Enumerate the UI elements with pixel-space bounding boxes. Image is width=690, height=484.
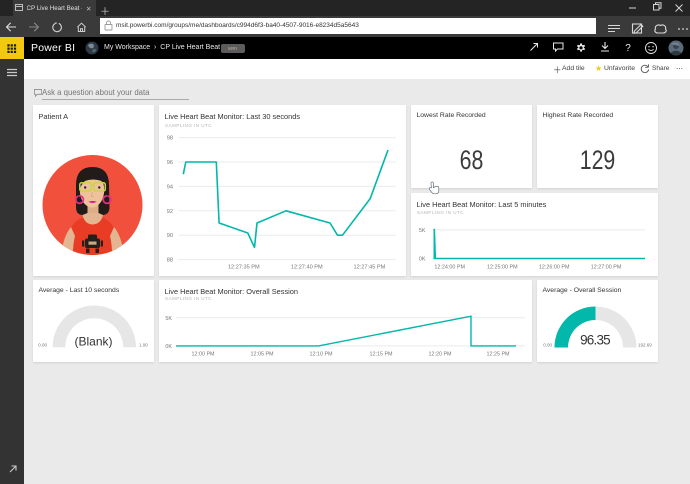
svg-text:12:15 PM: 12:15 PM: [369, 351, 393, 357]
svg-text:96: 96: [167, 160, 173, 166]
svg-text:?: ?: [625, 43, 631, 54]
svg-text:92: 92: [167, 209, 173, 215]
svg-text:12:25:00 PM: 12:25:00 PM: [487, 264, 518, 270]
svg-text:5K: 5K: [165, 316, 172, 322]
svg-text:12:05 PM: 12:05 PM: [250, 351, 274, 357]
svg-text:12:27:00 PM: 12:27:00 PM: [591, 264, 622, 270]
svg-text:12:10 PM: 12:10 PM: [309, 351, 333, 357]
svg-text:96.35: 96.35: [580, 332, 610, 347]
svg-text:94: 94: [167, 184, 173, 190]
svg-text:0.00: 0.00: [543, 343, 552, 348]
svg-text:0K: 0K: [419, 257, 426, 263]
svg-text:98: 98: [167, 136, 173, 142]
svg-text:0K: 0K: [165, 344, 172, 350]
svg-text:12:26:00 PM: 12:26:00 PM: [539, 264, 570, 270]
svg-text:1.00: 1.00: [139, 343, 148, 348]
svg-text:90: 90: [167, 233, 173, 239]
svg-text:12:24:00 PM: 12:24:00 PM: [434, 264, 465, 270]
svg-text:12:27:35 PM: 12:27:35 PM: [228, 265, 260, 271]
svg-text:12:27:40 PM: 12:27:40 PM: [291, 265, 323, 271]
svg-text:12:25 PM: 12:25 PM: [486, 351, 510, 357]
svg-text:12:20 PM: 12:20 PM: [428, 351, 452, 357]
svg-text:(Blank): (Blank): [74, 335, 112, 349]
svg-text:12:00 PM: 12:00 PM: [191, 351, 215, 357]
svg-text:12:27:45 PM: 12:27:45 PM: [354, 265, 386, 271]
svg-text:0.00: 0.00: [38, 343, 47, 348]
svg-text:192.69: 192.69: [638, 343, 652, 348]
svg-text:88: 88: [167, 258, 173, 264]
svg-text:5K: 5K: [419, 228, 426, 234]
